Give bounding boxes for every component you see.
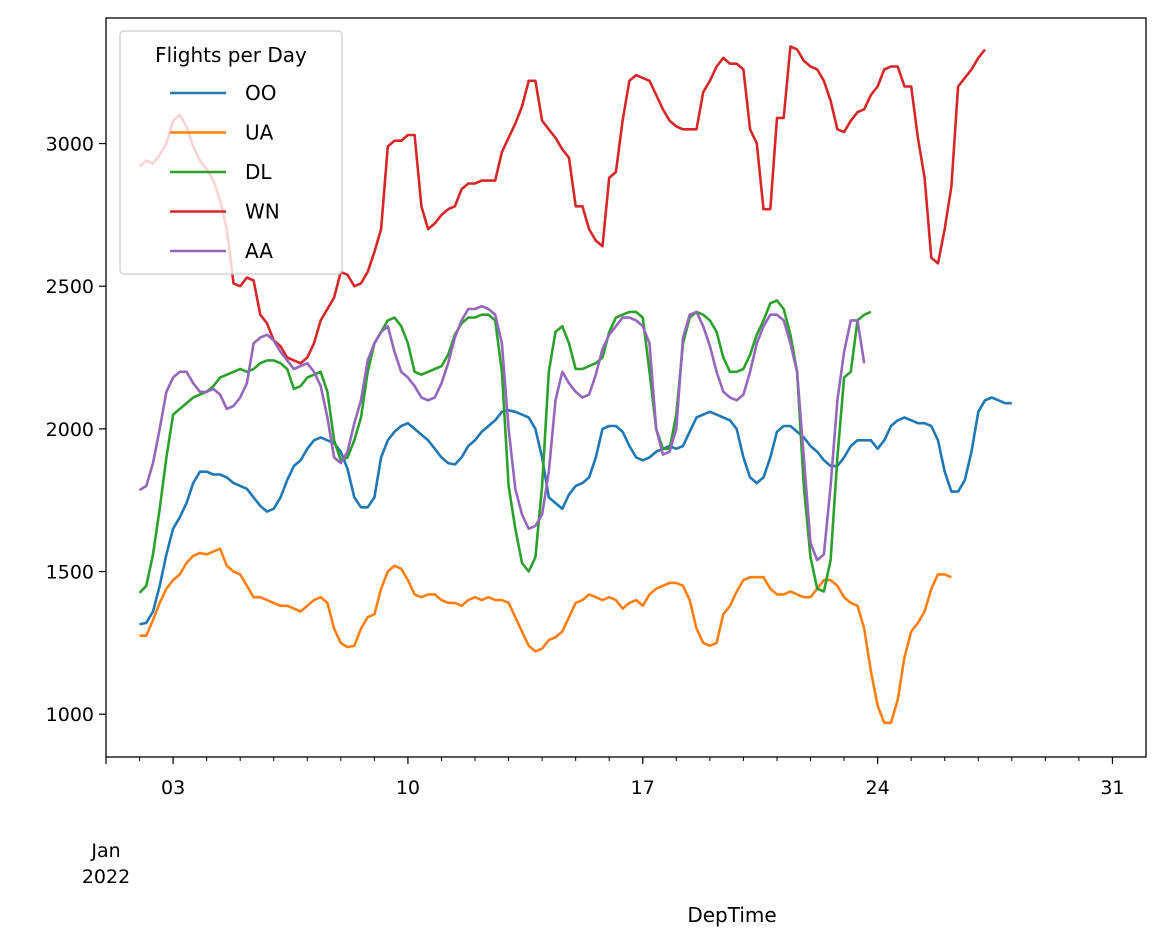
legend-label-dl: DL bbox=[245, 160, 272, 184]
x-tick-label: 31 bbox=[1100, 777, 1124, 799]
y-tick-label: 1500 bbox=[46, 562, 94, 584]
x-tick-label: 17 bbox=[631, 777, 655, 799]
legend-title: Flights per Day bbox=[155, 43, 307, 67]
legend-label-oo: OO bbox=[245, 81, 276, 105]
y-tick-label: 2500 bbox=[46, 276, 94, 298]
plot-frame bbox=[105, 17, 1147, 758]
series-line-wn bbox=[138, 45, 987, 365]
series-line-oo bbox=[139, 396, 1012, 626]
legend-label-ua: UA bbox=[245, 121, 274, 145]
y-axis: 1000 1500 2000 2500 3000 bbox=[46, 134, 106, 726]
x-tick-label: 10 bbox=[396, 777, 420, 799]
y-tick-label: 2000 bbox=[46, 419, 94, 441]
x-axis-title: DepTime bbox=[687, 903, 776, 927]
legend: Flights per Day OO UA DL WN AA bbox=[119, 30, 343, 275]
x-secondary-label-year: 2022 bbox=[82, 866, 130, 888]
y-tick-label: 3000 bbox=[46, 134, 94, 156]
legend-label-aa: AA bbox=[245, 239, 273, 263]
y-tick-label: 1000 bbox=[46, 704, 94, 726]
series-line-dl bbox=[138, 299, 872, 594]
x-secondary-label-month: Jan bbox=[90, 840, 120, 862]
series-layer bbox=[138, 45, 1012, 725]
legend-label-wn: WN bbox=[245, 200, 280, 224]
x-tick-label: 24 bbox=[866, 777, 890, 799]
x-axis: 03 10 17 24 31 bbox=[105, 757, 1125, 799]
series-line-ua bbox=[139, 547, 952, 725]
legend-box bbox=[119, 30, 343, 275]
series-line-aa bbox=[138, 304, 866, 562]
x-tick-label: 03 bbox=[161, 777, 185, 799]
